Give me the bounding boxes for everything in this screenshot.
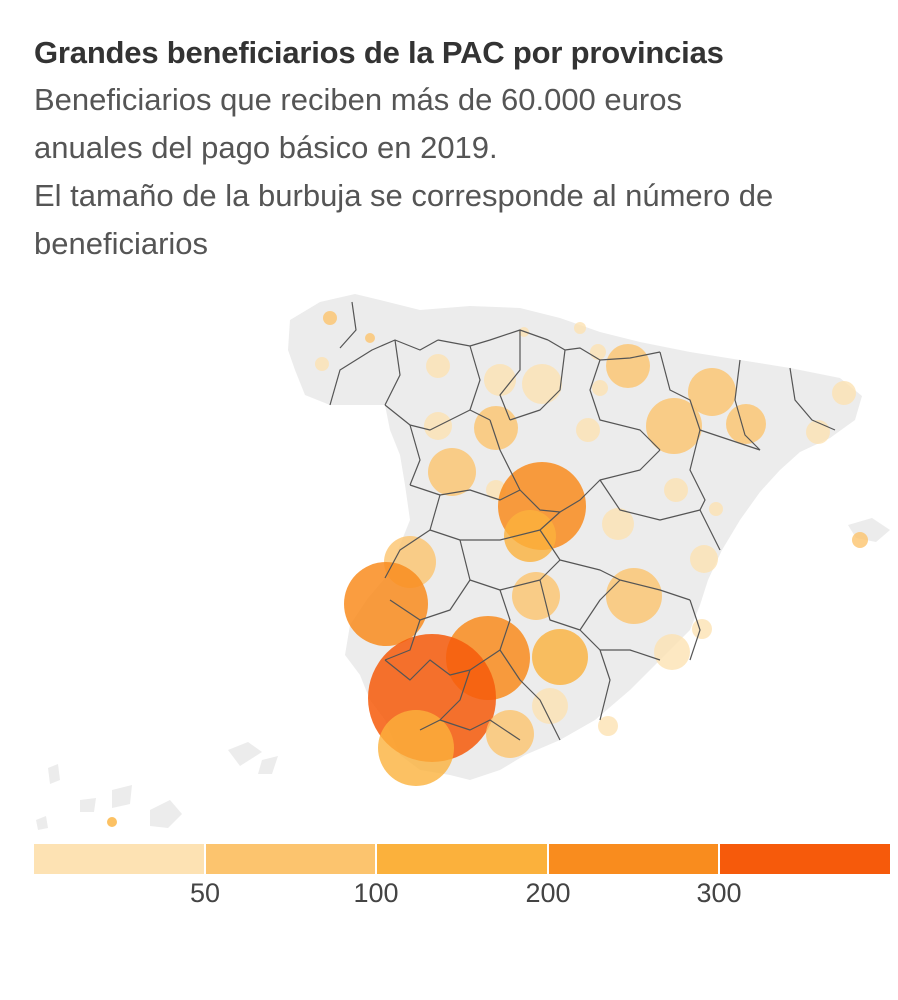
legend-tick-100: 100 (353, 878, 399, 908)
canary-land-2 (258, 756, 278, 774)
legend-segment-1 (34, 844, 206, 874)
legend-segment-4 (548, 844, 721, 874)
bubble-24 (664, 478, 688, 502)
bubble-42 (107, 817, 117, 827)
bubble-2 (365, 333, 375, 343)
chart-title: Grandes beneficiarios de la PAC por prov… (34, 35, 724, 70)
bubble-36 (532, 688, 568, 724)
bubble-18 (474, 406, 518, 450)
bubble-27 (690, 545, 718, 573)
bubble-4 (426, 354, 450, 378)
map-svg (36, 294, 890, 830)
canary-land-5 (80, 798, 96, 812)
chart-header: Grandes beneficiarios de la PAC por prov… (34, 34, 884, 268)
bubble-32 (692, 619, 712, 639)
bubble-8 (574, 322, 586, 334)
bubble-31 (606, 568, 662, 624)
subtitle-line-3: El tamaño de la burbuja se corresponde a… (34, 178, 774, 213)
legend-tick-300: 300 (696, 878, 742, 908)
bubble-16 (806, 420, 830, 444)
bubble-5 (484, 364, 516, 396)
bubble-34 (532, 629, 588, 685)
bubble-13 (832, 381, 856, 405)
canary-land-4 (112, 785, 132, 808)
bubble-11 (606, 344, 650, 388)
province-borders (329, 301, 836, 741)
bubble-25 (602, 508, 634, 540)
legend-bar (34, 844, 890, 874)
legend-segment-5 (720, 844, 890, 874)
legend-tick-50: 50 (189, 878, 221, 908)
legend-segment-3 (377, 844, 549, 874)
bubble-19 (576, 418, 600, 442)
bubble-26 (709, 502, 723, 516)
bubble-40 (598, 716, 618, 736)
canary-land-7 (36, 816, 48, 830)
bubble-1 (323, 311, 337, 325)
bubble-29 (344, 562, 428, 646)
bubble-39 (378, 710, 454, 786)
bubble-41 (852, 532, 868, 548)
bubble-6 (522, 364, 562, 404)
legend-segment-2 (205, 844, 378, 874)
spain-map (0, 280, 898, 840)
bubble-3 (315, 357, 329, 371)
bubble-20 (428, 448, 476, 496)
canary-land-6 (48, 764, 60, 784)
bubble-12 (688, 368, 736, 416)
canary-land-1 (228, 742, 262, 766)
legend-tick-200: 200 (525, 878, 571, 908)
bubble-15 (726, 404, 766, 444)
bubble-9 (590, 344, 606, 360)
subtitle-line-2: anuales del pago básico en 2019. (34, 130, 498, 165)
subtitle-line-4: beneficiarios (34, 226, 209, 261)
bubble-23 (504, 510, 556, 562)
bubble-14 (646, 398, 702, 454)
bubble-37 (654, 634, 690, 670)
bubble-30 (512, 572, 560, 620)
canary-land-3 (150, 800, 182, 828)
color-legend: 50 100 200 300 (34, 844, 890, 944)
bubble-10 (592, 380, 608, 396)
subtitle-line-1: Beneficiarios que reciben más de 60.000 … (34, 82, 682, 117)
chart-subtitle: Beneficiarios que reciben más de 60.000 … (34, 76, 884, 268)
